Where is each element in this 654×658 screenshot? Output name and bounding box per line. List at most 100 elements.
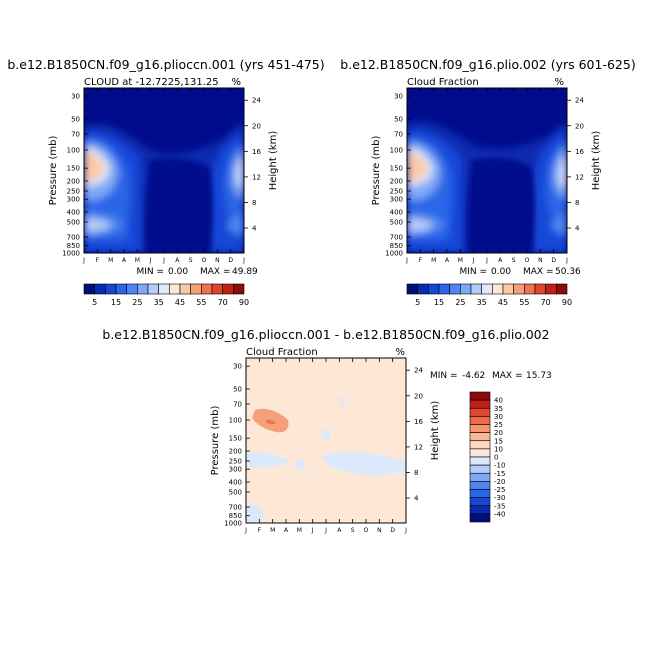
x-tick-label: O [202,257,207,264]
colorbar-label: 30 [494,413,503,421]
pressure-tick-label: 150 [229,435,242,443]
pressure-tick-label: 1000 [385,250,403,258]
x-tick-label: N [538,257,543,264]
x-tick-label: M [458,257,463,264]
colorbar-box [449,283,461,295]
panel-2: b.e12.B1850CN.f09_g16.plio.002 (yrs 601-… [340,57,635,307]
colorbar-box [469,505,491,515]
panel-3-subtitle: Cloud Fraction [246,347,318,358]
colorbar-label: 5 [415,298,420,307]
height-tick-label: 16 [414,418,423,426]
panel-2-min-value: 0.00 [491,267,511,277]
x-tick-label: J [244,527,247,534]
pressure-tick-label: 30 [233,363,242,371]
colorbar-label: 25 [494,421,503,429]
pressure-tick-label: 100 [229,417,242,425]
pressure-tick-label: 850 [390,242,403,250]
panel-1-min-value: 0.00 [168,267,188,277]
pressure-tick-label: 100 [67,147,80,155]
pressure-tick-label: 400 [390,209,403,217]
colorbar-box [469,407,491,417]
colorbar-label: 5 [92,298,97,307]
x-tick-label: D [390,527,395,534]
colorbar-box [169,283,181,295]
colorbar-box [126,283,138,295]
pressure-tick-label: 150 [67,165,80,173]
colorbar-box [94,283,106,295]
colorbar-box [469,513,491,523]
colorbar-label: -15 [494,470,505,478]
colorbar-box [179,283,191,295]
colorbar-box [158,283,170,295]
height-tick-label: 8 [252,199,256,207]
pressure-tick-label: 150 [390,165,403,173]
pressure-tick-label: 200 [229,448,242,456]
colorbar-box [469,391,491,401]
height-tick-label: 24 [575,97,584,105]
colorbar-label: 70 [541,298,551,307]
pressure-tick-label: 100 [390,147,403,155]
pressure-tick-label: 200 [390,178,403,186]
x-tick-label: N [377,527,382,534]
x-tick-label: J [82,257,85,264]
colorbar-box [469,448,491,458]
colorbar-box [513,283,525,295]
x-tick-label: F [96,257,100,264]
x-tick-label: J [565,257,568,264]
height-tick-label: 4 [414,495,419,503]
panel-2-min-label: MIN = [459,267,487,277]
height-tick-label: 24 [252,97,261,105]
height-tick-label: 12 [575,173,584,181]
colorbar-box [502,283,514,295]
height-tick-label: 4 [252,225,257,233]
colorbar-label: 70 [218,298,228,307]
colorbar-box [115,283,127,295]
x-tick-label: M [431,257,436,264]
height-tick-label: 24 [414,367,423,375]
panel-1-units: % [231,77,241,88]
x-tick-label: A [122,257,127,264]
colorbar-box [428,283,440,295]
x-tick-label: A [284,527,289,534]
x-tick-label: S [512,257,516,264]
pressure-tick-label: 700 [67,234,80,242]
pressure-axis-title: Pressure (mb) [371,136,382,206]
pressure-tick-label: 50 [71,116,80,124]
pressure-tick-label: 200 [67,178,80,186]
colorbar-box [222,283,234,295]
panel-2-max-label: MAX = [523,267,554,277]
pressure-axis-title: Pressure (mb) [48,136,59,206]
x-tick-label: M [135,257,140,264]
x-tick-label: S [351,527,355,534]
colorbar-box [460,283,472,295]
pressure-tick-label: 500 [390,218,403,226]
panel-3-max-value: 15.73 [526,371,552,381]
colorbar-box [211,283,223,295]
x-tick-label: M [270,527,275,534]
colorbar-label: -25 [494,486,505,494]
colorbar-label: 90 [239,298,249,307]
colorbar-label: -40 [494,510,505,518]
colorbar-label: -20 [494,478,505,486]
panel-2-subtitle: Cloud Fraction [407,77,479,88]
panel-2-max-value: 50.36 [555,267,581,277]
colorbar-label: 10 [494,445,503,453]
pressure-tick-label: 300 [390,196,403,204]
colorbar-box [190,283,202,295]
colorbar-box [481,283,493,295]
height-tick-label: 20 [414,392,423,400]
colorbar-label: -35 [494,502,505,510]
pressure-tick-label: 70 [394,131,403,139]
colorbar-box [469,424,491,433]
panel-1-colorbar: 5 15 25 35 45 55 70 90 [83,283,249,307]
pressure-tick-label: 400 [67,209,80,217]
x-tick-label: J [404,527,407,534]
pressure-tick-label: 50 [233,386,242,394]
pressure-axis-title: Pressure (mb) [210,406,221,476]
x-tick-label: J [405,257,408,264]
colorbar-box [83,283,95,295]
